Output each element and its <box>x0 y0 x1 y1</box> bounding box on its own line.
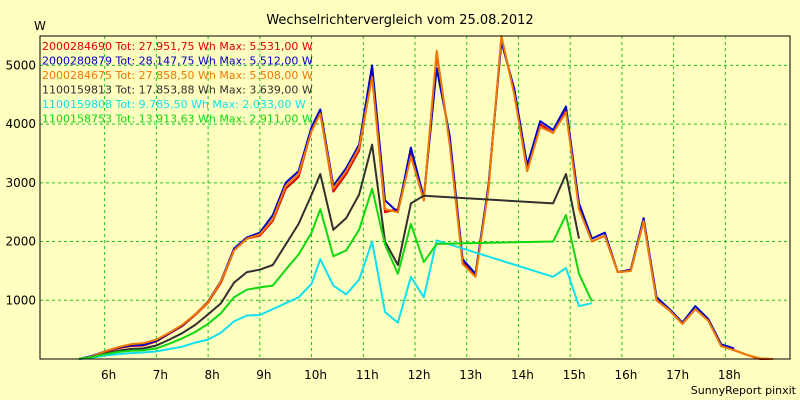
legend: 2000284690 Tot: 27.951,75 Wh Max: 5.531,… <box>42 40 313 126</box>
legend-entry-0: 2000284690 Tot: 27.951,75 Wh Max: 5.531,… <box>42 40 313 53</box>
y-tick-label: 4000 <box>5 117 36 131</box>
footer-credit: SunnyReport pinxit <box>691 384 797 397</box>
x-tick-label: 6h <box>101 368 116 382</box>
x-tick-label: 17h <box>666 368 689 382</box>
series-line-4 <box>78 239 593 360</box>
legend-entry-5: 1100158753 Tot: 13.913,63 Wh Max: 2.911,… <box>42 113 313 126</box>
x-tick-label: 8h <box>204 368 219 382</box>
x-tick-label: 16h <box>614 368 637 382</box>
x-tick-label: 11h <box>356 368 379 382</box>
legend-entry-1: 2000280879 Tot: 28.147,75 Wh Max: 5.512,… <box>42 55 313 68</box>
x-tick-label: 7h <box>153 368 168 382</box>
series-line-5 <box>78 187 593 360</box>
x-tick-label: 12h <box>408 368 431 382</box>
series-line-3 <box>78 143 580 360</box>
x-tick-label: 9h <box>256 368 271 382</box>
x-tick-label: 18h <box>718 368 741 382</box>
x-tick-label: 10h <box>304 368 327 382</box>
legend-entry-4: 1100159808 Tot: 9.785,50 Wh Max: 2.033,0… <box>42 98 306 111</box>
x-tick-label: 15h <box>563 368 586 382</box>
y-tick-label: 5000 <box>5 58 36 72</box>
grid <box>40 36 790 359</box>
series-lines <box>78 35 773 360</box>
chart-title: Wechselrichtervergleich vom 25.08.2012 <box>266 13 533 28</box>
y-axis-ticks: 1000 2000 3000 4000 5000 <box>5 58 36 307</box>
x-tick-label: 14h <box>511 368 534 382</box>
y-tick-label: 3000 <box>5 176 36 190</box>
x-axis-ticks: 6h 7h 8h 9h 10h 11h 12h 13h 14h 15h 16h 17h 18h <box>101 368 741 382</box>
y-tick-label: 2000 <box>5 235 36 249</box>
y-tick-label: 1000 <box>5 293 36 307</box>
plot-frame <box>39 35 791 360</box>
x-tick-label: 13h <box>459 368 482 382</box>
legend-entry-3: 1100159813 Tot: 17.853,88 Wh Max: 3.639,… <box>42 84 313 97</box>
legend-entry-2: 2000284675 Tot: 27.858,50 Wh Max: 5.508,… <box>42 69 313 82</box>
series-line-2 <box>78 35 773 360</box>
y-axis-label: W <box>34 19 46 33</box>
